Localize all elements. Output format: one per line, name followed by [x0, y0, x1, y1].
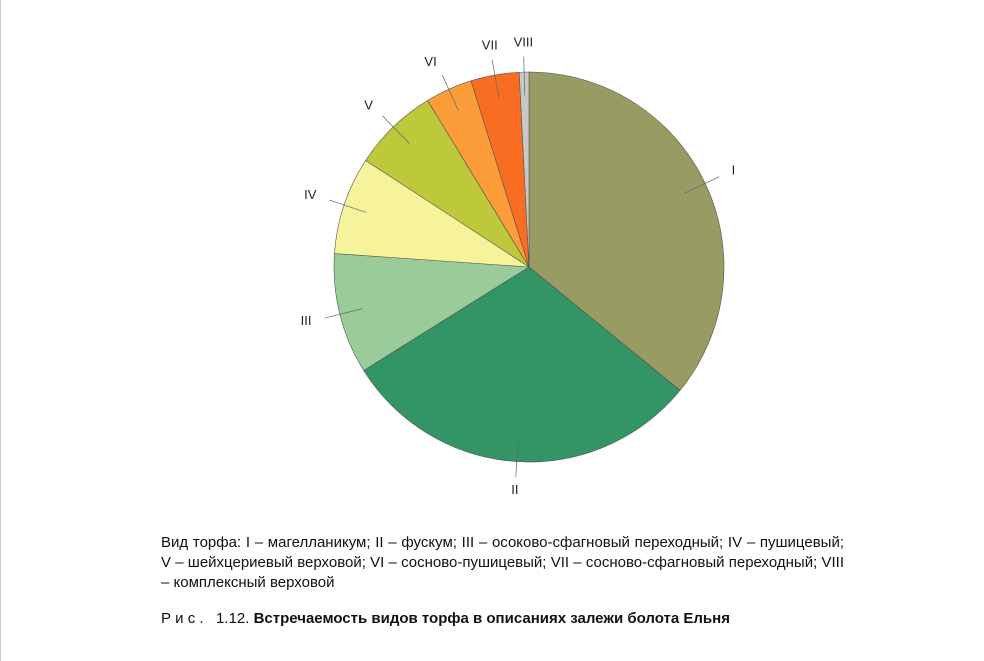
slice-label: V — [364, 97, 373, 112]
leader-line — [491, 59, 500, 99]
slice-label: VIII — [514, 34, 534, 49]
leader-line — [683, 176, 720, 194]
leader-line — [515, 438, 519, 478]
chart-title: Встречаемость видов торфа в описаниях за… — [253, 610, 730, 627]
slice-label: IV — [304, 187, 317, 202]
slice-label: II — [511, 482, 518, 497]
slice-label: I — [732, 162, 736, 177]
leader-line — [382, 115, 410, 145]
legend-text: Вид торфа: I – магелланикум; II – фускум… — [161, 534, 844, 591]
caption: Р и с . 1.12. Встречаемость видов торфа … — [161, 610, 730, 627]
leader-line — [324, 308, 363, 319]
slice-label: VII — [482, 38, 498, 53]
leader-line — [329, 199, 367, 213]
figure-label: Р и с . 1.12. — [161, 610, 250, 627]
slice-label: III — [301, 313, 312, 328]
leader-line — [442, 74, 459, 111]
leader-line — [523, 56, 526, 96]
slice-label: VI — [424, 54, 436, 69]
